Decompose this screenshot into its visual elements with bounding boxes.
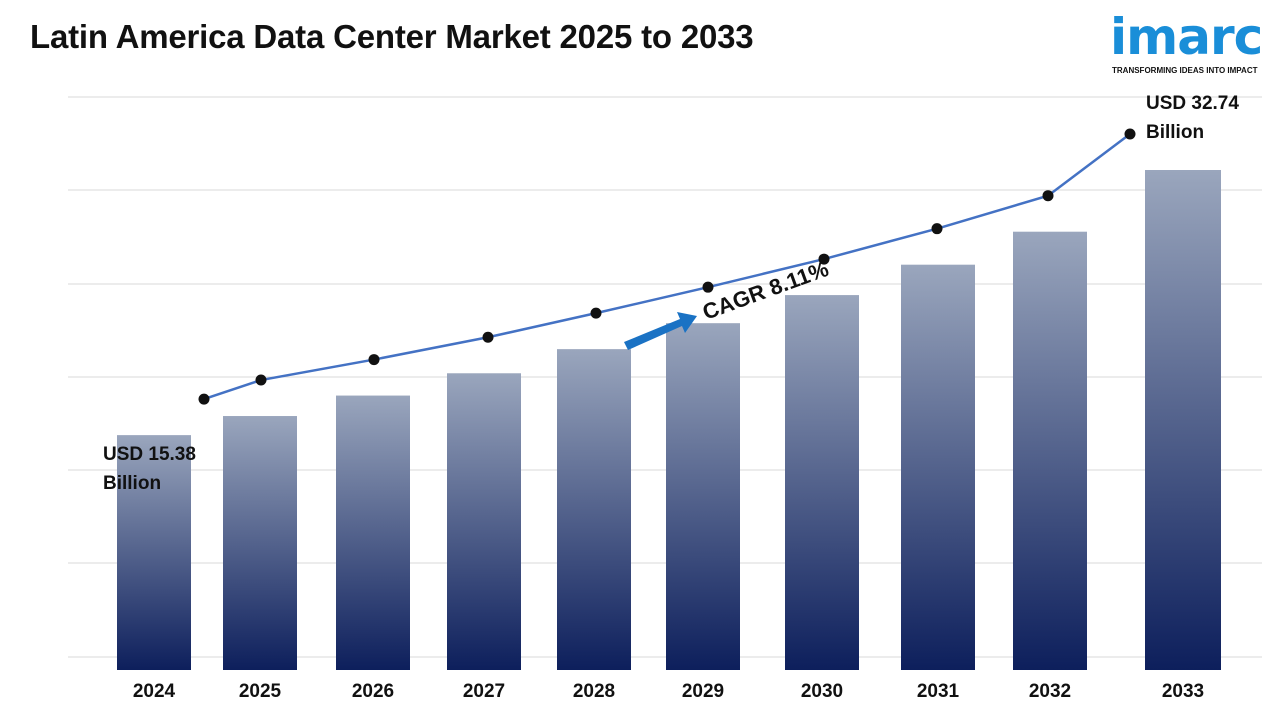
x-axis-labels: 2024 2025 2026 2027 2028 2029 2030 2031 2032 2033 [133,681,1204,702]
start-value-label: USD 15.38 [103,444,196,465]
x-tick-label: 2033 [1162,681,1204,702]
x-tick-label: 2027 [463,681,505,702]
end-value-label: USD 32.74 [1146,93,1239,114]
x-tick-label: 2025 [239,681,282,702]
bar-2031 [901,264,975,670]
logo-wordmark: imarc [1110,8,1263,66]
trend-line [198,128,1136,405]
chart-title: Latin America Data Center Market 2025 to… [30,18,754,55]
bar-2028 [557,349,631,670]
end-unit-label: Billion [1146,122,1204,143]
bar-2026 [336,395,410,670]
x-tick-label: 2024 [133,681,176,702]
bar-2027 [447,373,521,670]
bar-2032 [1013,231,1087,670]
logo-tagline: TRANSFORMING IDEAS INTO IMPACT [1112,66,1258,75]
trend-point-2029 [702,281,714,293]
bar-2029 [666,323,740,670]
imarc-logo: imarc TRANSFORMING IDEAS INTO IMPACT [1110,6,1272,78]
bar-2025 [223,416,297,670]
bar-2033 [1145,170,1221,670]
trend-point-2031 [931,223,943,235]
x-tick-label: 2032 [1029,681,1071,702]
trend-point-2027 [482,331,494,343]
trend-point-2032 [1042,190,1054,202]
trend-point-2025 [255,374,267,386]
bars [117,170,1221,670]
cagr-arrow-icon [624,312,697,350]
trend-polyline [203,133,1131,401]
bar-2024 [117,435,191,670]
bar-2030 [785,295,859,670]
x-tick-label: 2026 [352,681,394,702]
trend-point-2033 [1124,128,1136,140]
start-unit-label: Billion [103,473,161,494]
x-tick-label: 2031 [917,681,960,702]
x-tick-label: 2029 [682,681,724,702]
trend-point-2028 [590,307,602,319]
trend-point-2024 [198,393,210,405]
trend-point-2026 [368,354,380,366]
x-tick-label: 2030 [801,681,843,702]
trend-point-2030 [818,253,830,265]
x-tick-label: 2028 [573,681,615,702]
